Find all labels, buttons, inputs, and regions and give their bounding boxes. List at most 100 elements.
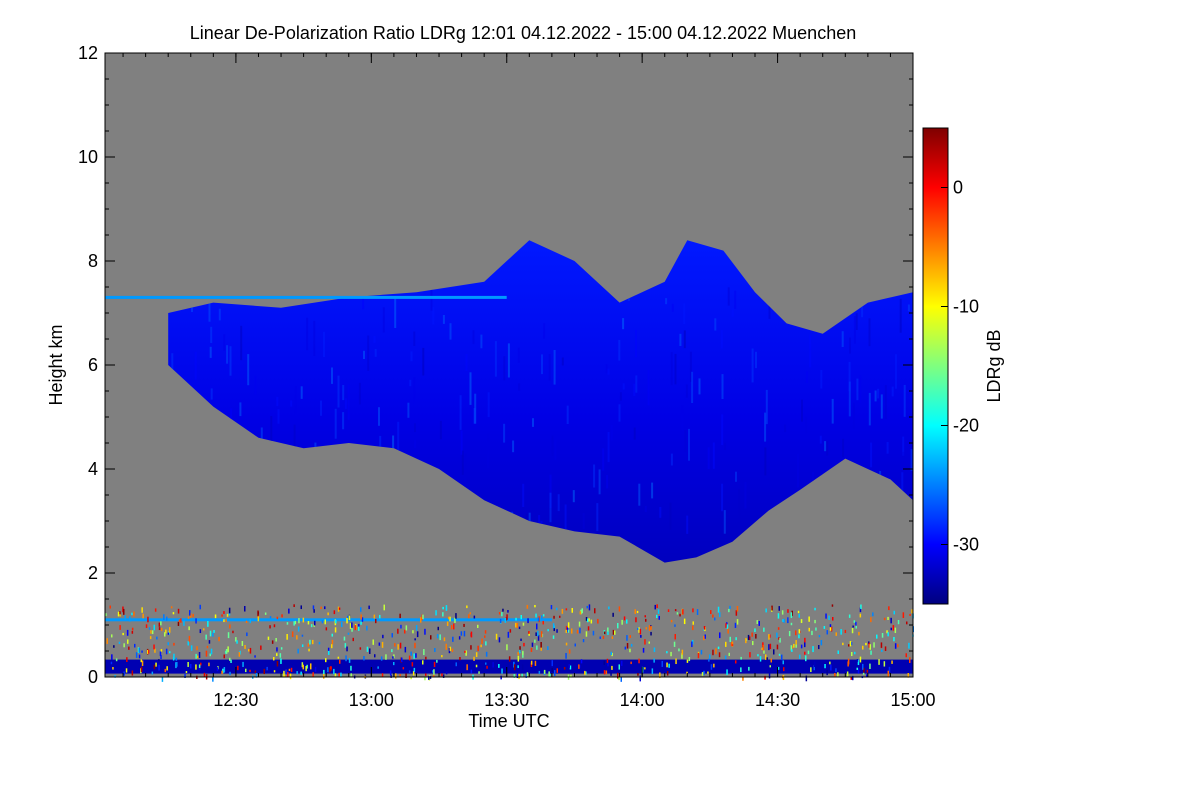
noise-speck [300,605,302,610]
noise-speck [208,640,211,644]
noise-speck [666,651,668,654]
noise-speck [147,649,150,654]
cloud-texture [671,303,674,312]
noise-speck [137,647,140,654]
cloud-texture [884,385,887,419]
noise-speck [578,621,581,627]
noise-speck [436,634,439,639]
noise-speck [151,630,154,635]
noise-speck [707,671,709,674]
noise-speck [829,626,832,631]
noise-speck [830,664,832,671]
cloud-texture [880,394,883,419]
noise-speck [150,630,152,634]
noise-speck [475,652,478,657]
cloud-texture [622,383,625,390]
noise-speck [355,626,358,630]
noise-speck [414,642,416,649]
cloud-texture [698,378,701,395]
noise-speck [312,605,315,610]
noise-speck [587,626,590,631]
noise-speck [852,675,854,681]
cloud-texture [688,428,690,461]
noise-speck [279,653,282,658]
noise-speck [338,672,340,677]
noise-speck [800,644,803,649]
noise-speck [415,625,418,631]
noise-speck [286,634,288,640]
noise-speck [862,663,864,670]
noise-speck [410,651,412,656]
cloud-texture [902,436,905,456]
noise-speck [729,605,731,609]
noise-speck [820,640,823,646]
noise-speck [584,670,586,675]
noise-speck [629,648,631,653]
cloud-texture [765,389,768,425]
y-tick-label: 8 [88,251,98,271]
noise-speck [777,613,780,619]
noise-speck [499,618,502,624]
noise-speck [837,672,839,677]
noise-speck [862,672,865,675]
noise-speck [498,664,500,668]
noise-speck [549,673,551,677]
noise-speck [331,633,333,637]
noise-speck [425,673,427,676]
noise-speck [501,668,503,674]
noise-speck [341,621,343,628]
noise-speck [432,670,434,673]
thin-layer [105,659,913,674]
noise-speck [291,631,294,638]
cloud-texture [910,449,913,471]
noise-speck [570,674,572,677]
cloud-texture [738,488,741,523]
noise-speck [844,629,847,634]
cloud-texture [901,472,904,494]
noise-speck [650,626,652,630]
noise-speck [540,631,543,638]
noise-speck [538,670,541,674]
noise-speck [238,652,241,657]
noise-speck [321,620,324,624]
noise-speck [223,667,226,673]
noise-speck [581,608,583,614]
noise-speck [302,664,304,670]
noise-speck [260,645,262,650]
noise-speck [823,626,826,629]
noise-speck [540,647,542,651]
cloud-texture [461,450,464,475]
noise-speck [485,651,488,657]
noise-speck [306,664,308,669]
noise-speck [719,612,721,618]
noise-speck [485,662,487,665]
noise-speck [783,667,785,672]
noise-speck [111,634,113,638]
noise-speck [769,634,771,638]
cloud-texture [464,453,467,487]
noise-speck [887,632,889,637]
noise-speck [390,674,392,678]
noise-speck [535,613,537,618]
noise-speck [350,665,352,671]
noise-speck [127,639,129,644]
noise-speck [612,612,614,617]
noise-speck [556,629,558,633]
y-tick-label: 10 [78,147,98,167]
noise-speck [881,633,884,638]
x-tick-label: 14:30 [755,690,800,710]
noise-speck [770,658,772,663]
noise-speck [909,657,911,663]
noise-speck [287,671,289,677]
noise-speck [810,667,812,673]
noise-speck [692,625,694,631]
cloud-texture [618,404,621,422]
noise-speck [445,643,447,650]
noise-speck [513,674,516,678]
noise-speck [442,674,445,678]
noise-speck [765,608,767,613]
cloud-texture [665,298,668,305]
cloud-texture [522,483,525,507]
noise-speck [399,674,401,677]
noise-speck [122,632,124,636]
